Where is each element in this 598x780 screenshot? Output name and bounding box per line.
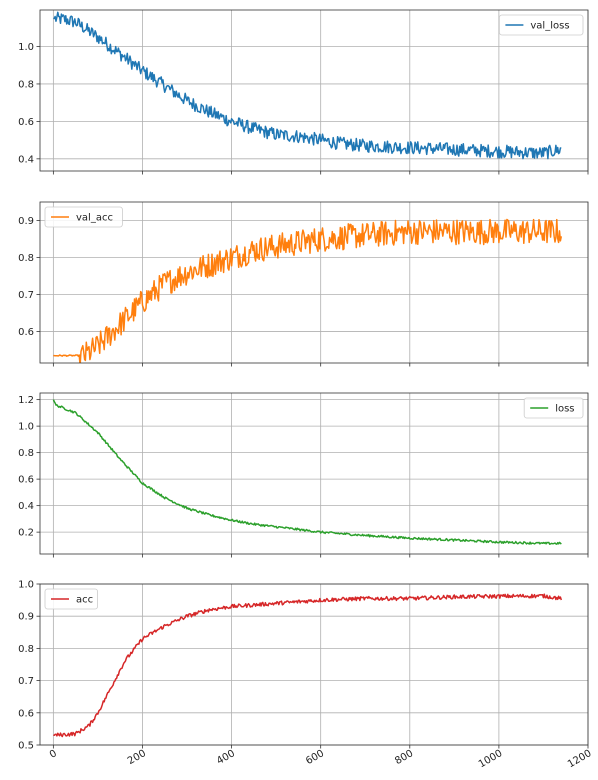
y-tick-label: 1.0 bbox=[18, 42, 34, 53]
axes-frame bbox=[39, 9, 589, 172]
y-tick-label: 0.2 bbox=[18, 528, 34, 539]
series-line-loss bbox=[52, 399, 562, 545]
series-line-val_loss bbox=[53, 11, 562, 160]
y-tick-label: 0.6 bbox=[18, 475, 34, 486]
y-tick-label: 0.8 bbox=[18, 644, 34, 655]
x-tick-label: 800 bbox=[393, 748, 415, 767]
legend-box bbox=[498, 14, 584, 36]
axes-frame bbox=[39, 201, 589, 364]
legend: loss bbox=[523, 397, 584, 419]
subplot-1: 0.4 0.6 0.8 1.0 val_loss bbox=[18, 9, 589, 175]
x-tick-label: 1000 bbox=[477, 748, 505, 770]
y-tick-label: 0.9 bbox=[18, 612, 34, 623]
legend-box bbox=[44, 588, 98, 610]
legend: val_loss bbox=[498, 14, 584, 36]
y-tick-label: 0.7 bbox=[18, 290, 34, 301]
y-tick-label: 0.4 bbox=[18, 154, 34, 165]
x-tick-label: 600 bbox=[304, 748, 326, 767]
x-tick-label: 400 bbox=[215, 748, 237, 767]
y-tick-label: 1.2 bbox=[18, 395, 34, 406]
x-tick-label: 0 bbox=[48, 748, 59, 761]
subplot-2: 0.6 0.7 0.8 0.9 val_acc bbox=[18, 201, 589, 367]
legend-label: loss bbox=[555, 404, 574, 415]
y-tick-label: 1.0 bbox=[18, 580, 34, 591]
y-tick-label: 0.4 bbox=[18, 501, 34, 512]
y-tick-label: 0.9 bbox=[18, 216, 34, 227]
x-tick-label: 1200 bbox=[566, 748, 594, 770]
y-tick-label: 0.5 bbox=[18, 741, 34, 752]
axes-frame bbox=[39, 392, 589, 555]
legend-label: acc bbox=[76, 595, 93, 606]
subplot-3: 0.2 0.4 0.6 0.8 1.0 1.2 loss bbox=[18, 392, 589, 558]
legend-label: val_acc bbox=[76, 213, 113, 224]
series-line-val_acc bbox=[53, 218, 563, 363]
legend: acc bbox=[44, 588, 98, 610]
series-line-acc bbox=[53, 593, 563, 738]
y-tick-label: 0.8 bbox=[18, 79, 34, 90]
y-tick-label: 0.6 bbox=[18, 117, 34, 128]
legend: val_acc bbox=[44, 206, 123, 228]
x-tick-label: 200 bbox=[126, 748, 148, 767]
legend-box bbox=[44, 206, 123, 228]
y-tick-label: 0.7 bbox=[18, 676, 34, 687]
y-tick-label: 0.8 bbox=[18, 448, 34, 459]
axes-frame bbox=[39, 583, 589, 746]
y-tick-label: 0.6 bbox=[18, 327, 34, 338]
legend-label: val_loss bbox=[530, 21, 569, 32]
legend-box bbox=[523, 397, 584, 419]
y-tick-label: 0.8 bbox=[18, 253, 34, 264]
y-tick-label: 1.0 bbox=[18, 422, 34, 433]
y-tick-label: 0.6 bbox=[18, 708, 34, 719]
subplot-4: 0.5 0.6 0.7 0.8 0.9 1.0 0 200 400 600 800 1000 1200 a… bbox=[18, 580, 593, 771]
